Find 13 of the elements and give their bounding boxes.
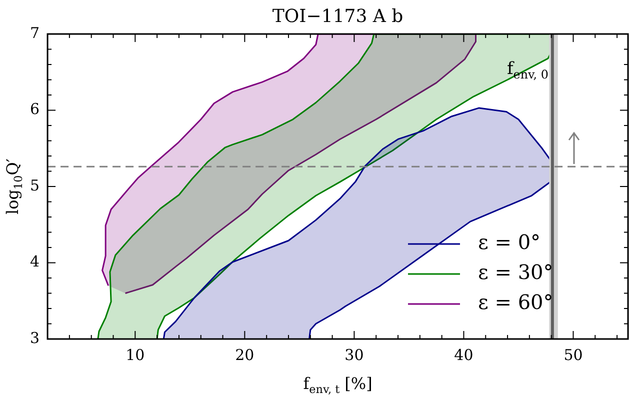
y-axis-title: log10Q′ — [3, 158, 25, 214]
y-tick-label: 3 — [30, 328, 40, 347]
chart-title: TOI−1173 A b — [272, 6, 404, 27]
x-tick-label: 20 — [235, 346, 254, 364]
legend-label: ε = 0° — [478, 230, 541, 254]
x-tick-label: 30 — [344, 346, 364, 364]
y-tick-label: 7 — [30, 24, 40, 42]
y-tick-label: 4 — [30, 252, 40, 271]
x-tick-label: 50 — [564, 346, 583, 364]
x-tick-label: 40 — [454, 346, 474, 364]
y-tick-label: 6 — [30, 100, 40, 118]
x-tick-label: 10 — [126, 346, 145, 364]
y-tick-label: 5 — [30, 176, 40, 194]
